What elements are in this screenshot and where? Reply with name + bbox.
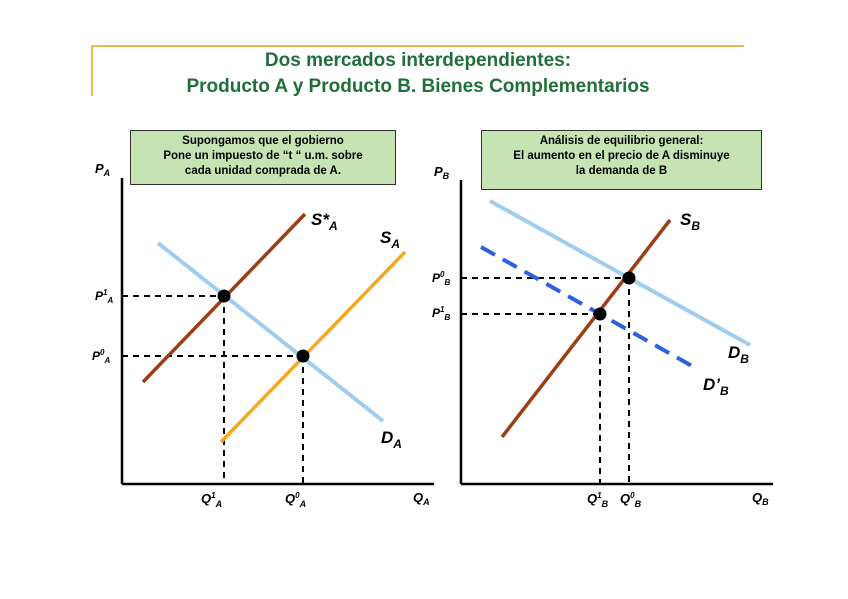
market-a-price-1-label: P1A bbox=[95, 288, 113, 305]
title-line-1: Dos mercados interdependientes: bbox=[264, 50, 572, 71]
market-a-equilibrium-0 bbox=[296, 349, 310, 363]
note-b-line-1: Análisis de equilibrio general: bbox=[539, 135, 704, 147]
market-b-qty-1-label: Q1B bbox=[587, 491, 609, 509]
market-b-supply-label: SB bbox=[680, 210, 700, 233]
note-market-a: Supongamos que el gobierno Pone un impue… bbox=[130, 130, 396, 185]
market-b-price-1-label: P1B bbox=[432, 305, 450, 322]
market-a-qty-0-label: Q0A bbox=[285, 491, 306, 509]
market-a-qty-1-label: Q1A bbox=[201, 491, 222, 509]
market-b-shifted-demand-curve bbox=[480, 245, 693, 368]
market-a-supply-curve bbox=[219, 250, 407, 444]
note-b-line-3: la demanda de B bbox=[575, 165, 668, 177]
market-a-equilibrium-1 bbox=[217, 289, 231, 303]
market-b-price-0-label: P0B bbox=[432, 270, 450, 287]
note-a-line-3: cada unidad comprada de A. bbox=[184, 165, 342, 177]
market-a-price-0-label: P0A bbox=[92, 348, 110, 365]
market-a-demand-curve bbox=[156, 241, 385, 423]
market-b-axis-x-label: QB bbox=[752, 490, 769, 507]
market-b-axis-y-label: PB bbox=[434, 164, 450, 181]
note-market-b: Análisis de equilibrio general: El aumen… bbox=[481, 130, 762, 190]
market-a-axis-x-label: QA bbox=[413, 490, 430, 507]
note-b-line-2: El aumento en el precio de A disminuye bbox=[513, 150, 730, 162]
title-line-2: Producto A y Producto B. Bienes Compleme… bbox=[186, 76, 650, 97]
market-a-axis-y-label: PA bbox=[95, 161, 110, 178]
market-a-demand-label: DA bbox=[381, 428, 402, 451]
market-b-shifted-demand-label: D’B bbox=[703, 375, 729, 398]
market-b-equilibrium-0 bbox=[622, 271, 636, 285]
note-a-line-1: Supongamos que el gobierno bbox=[182, 135, 344, 147]
market-b-demand-curve bbox=[489, 199, 751, 347]
market-b-diagram: PB QB SB DB D’B P0B P1B Q1B Q0B bbox=[432, 164, 773, 509]
market-b-equilibrium-1 bbox=[593, 307, 607, 321]
market-b-demand-label: DB bbox=[728, 343, 749, 366]
market-a-shifted-supply-label: S*A bbox=[311, 210, 338, 233]
market-b-qty-0-label: Q0B bbox=[620, 491, 642, 509]
market-a-supply-label: SA bbox=[380, 228, 400, 251]
market-a-diagram: PA QA S*A SA DA P1A P0A Q1A Q0A bbox=[92, 161, 434, 509]
market-b-supply-curve bbox=[500, 218, 672, 439]
note-a-line-2: Pone un impuesto de “t “ u.m. sobre bbox=[163, 150, 363, 162]
